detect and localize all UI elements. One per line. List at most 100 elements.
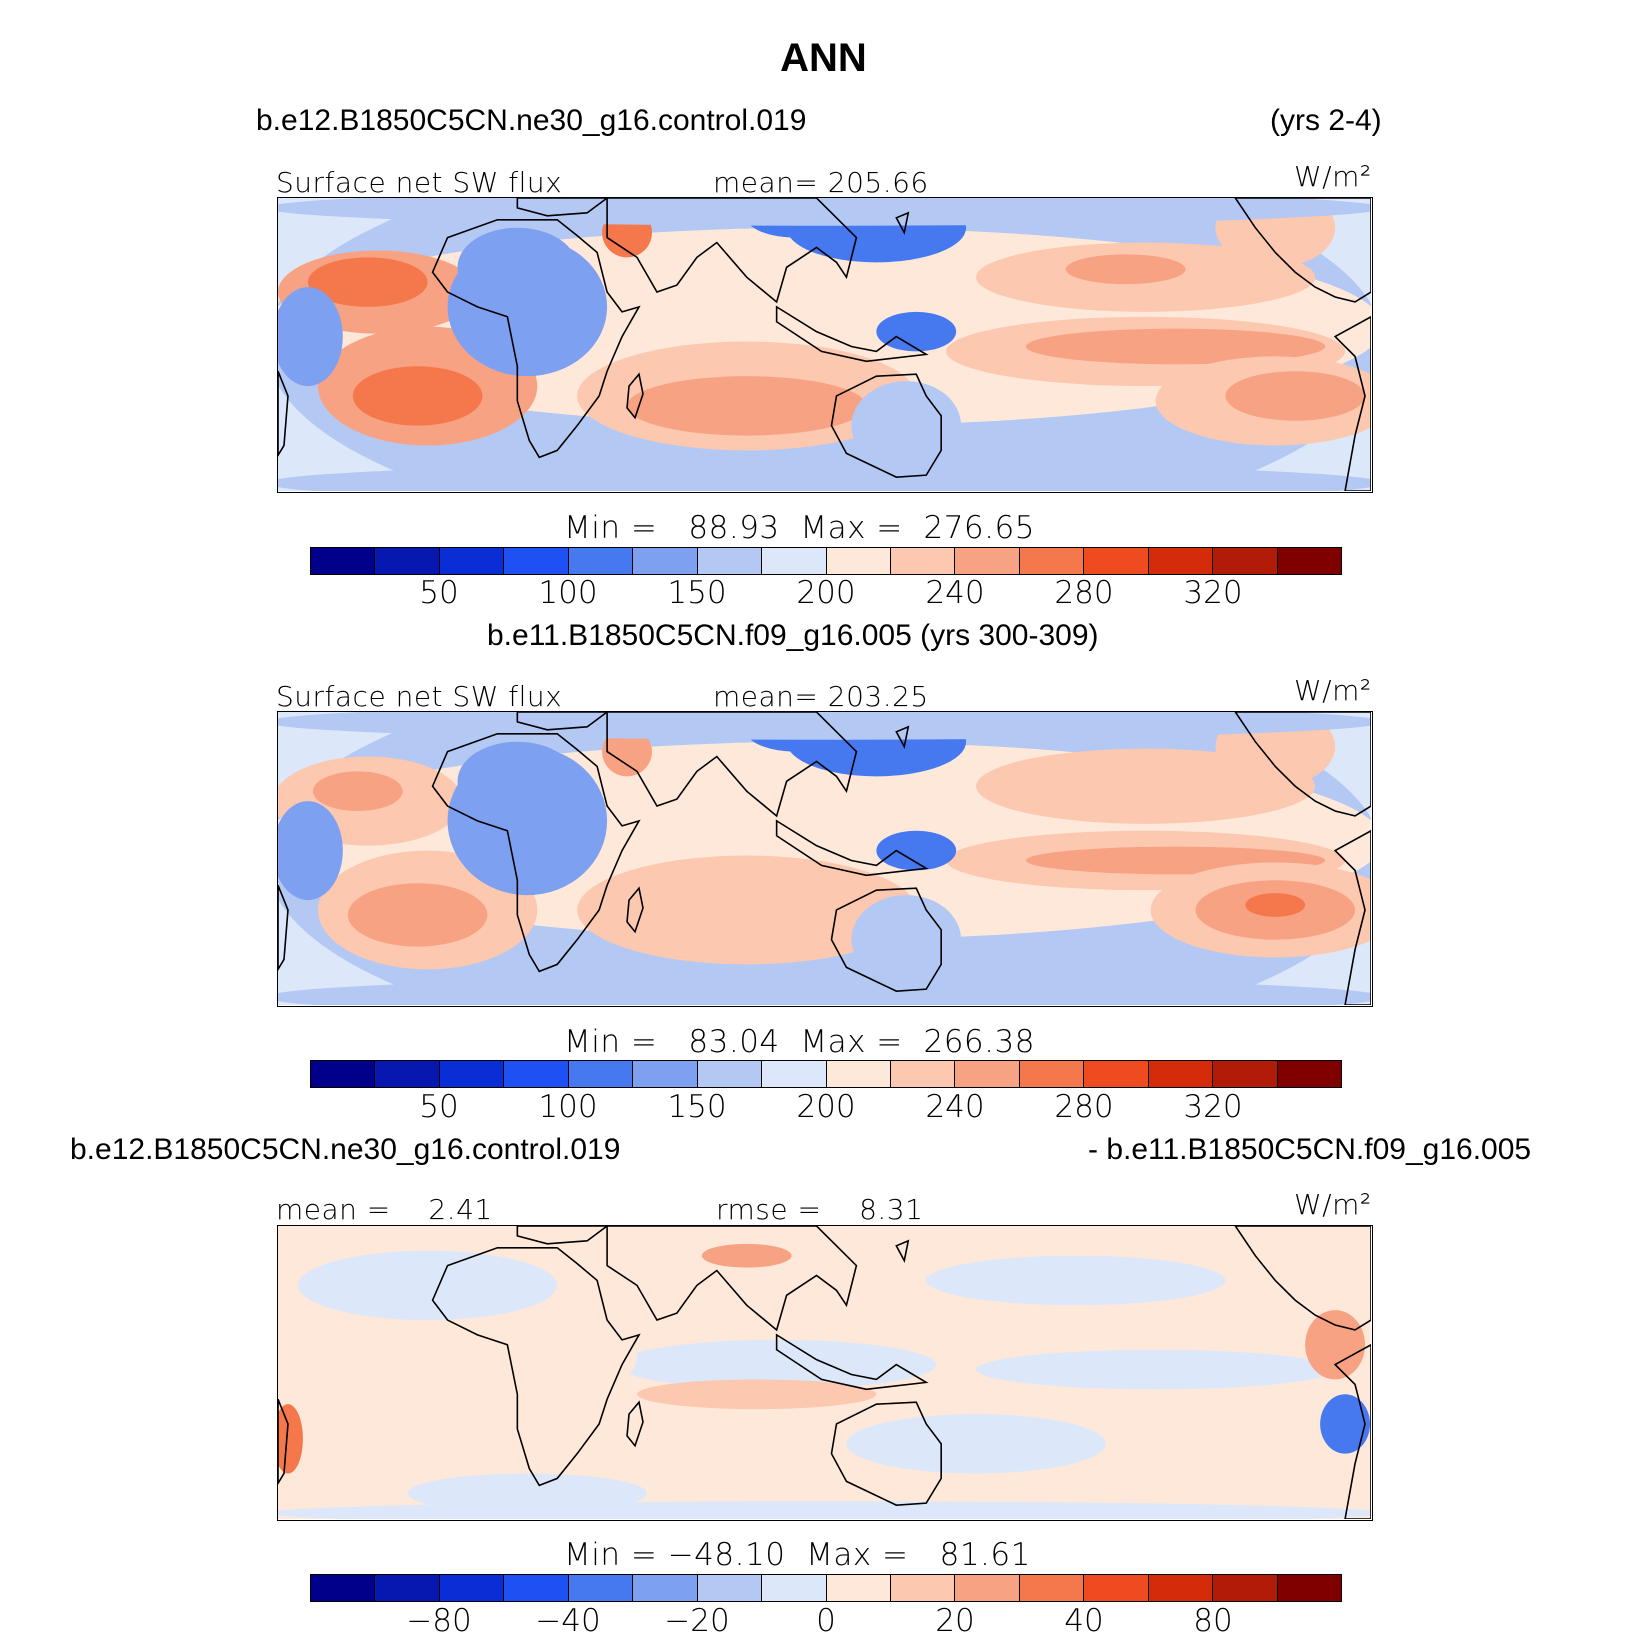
colorbar-box xyxy=(762,1575,827,1601)
colorbar-tick-label: 240 xyxy=(925,1089,985,1125)
colorbar-box xyxy=(697,1575,763,1601)
coastline xyxy=(1234,198,1371,303)
colorbar-tick-label: 40 xyxy=(1064,1603,1104,1639)
panel2-mean-label: mean= 203.25 xyxy=(713,680,929,713)
colorbar-box xyxy=(1277,548,1341,574)
panel3-rmse-label: rmse = 8.31 xyxy=(716,1193,924,1226)
panel2-minmax-label: Min = 83.04 Max = 266.38 xyxy=(564,1024,1035,1060)
panel1-map xyxy=(277,197,1373,493)
contour-region xyxy=(1320,1394,1371,1454)
contour-region xyxy=(352,366,483,426)
coastline xyxy=(775,305,929,363)
coastline xyxy=(775,819,929,877)
panel1-mean-label: mean= 205.66 xyxy=(713,166,929,199)
coastline xyxy=(606,1226,858,1332)
coastline xyxy=(626,886,644,934)
colorbar-box xyxy=(568,548,634,574)
coastline xyxy=(278,370,289,457)
map-canvas xyxy=(278,712,1371,1005)
contour-region xyxy=(587,252,767,322)
colorbar-box xyxy=(439,1575,505,1601)
colorbar-tick-label: 320 xyxy=(1183,1089,1243,1125)
contour-region xyxy=(517,1315,638,1395)
panel2-case-name: b.e11.B1850C5CN.f09_g16.005 (yrs 300-309… xyxy=(487,619,1099,652)
colorbar-box xyxy=(955,548,1020,574)
coastline xyxy=(775,1333,929,1391)
colorbar-box xyxy=(762,1061,827,1087)
contour-region xyxy=(347,883,488,947)
colorbar-box xyxy=(697,1061,763,1087)
colorbar-box xyxy=(1084,1061,1149,1087)
colorbar-tick-label: −40 xyxy=(535,1603,601,1639)
coastline xyxy=(830,373,942,478)
colorbar-box xyxy=(1277,1575,1341,1601)
contour-region xyxy=(278,1501,1371,1519)
coastline xyxy=(1234,1226,1371,1331)
colorbar-tick-label: 100 xyxy=(538,1089,598,1125)
colorbar-box xyxy=(762,548,827,574)
contour-region xyxy=(312,771,403,811)
contour-region xyxy=(701,1243,792,1268)
colorbar-box xyxy=(955,1061,1020,1087)
colorbar-box xyxy=(1148,1061,1214,1087)
contour-region xyxy=(876,311,957,352)
contour-region xyxy=(851,381,962,471)
panel3-mean-label: mean = 2.41 xyxy=(276,1193,493,1226)
coastline xyxy=(278,1398,289,1485)
contour-region xyxy=(627,376,867,436)
colorbar-box xyxy=(439,548,505,574)
colorbar-box xyxy=(504,548,569,574)
panel3-colorbar xyxy=(310,1574,1342,1602)
colorbar-box xyxy=(504,1061,569,1087)
colorbar-tick-label: 80 xyxy=(1193,1603,1233,1639)
map-canvas xyxy=(278,198,1371,491)
colorbar-tick-label: 100 xyxy=(538,575,598,611)
panel1-variable-label: Surface net SW flux xyxy=(276,166,563,199)
coastline xyxy=(1333,1343,1371,1519)
colorbar-box xyxy=(311,1061,376,1087)
colorbar-box xyxy=(1019,1061,1085,1087)
map-canvas xyxy=(278,1226,1371,1519)
colorbar-box xyxy=(1213,1575,1278,1601)
colorbar-tick-label: 200 xyxy=(796,575,856,611)
contour-region xyxy=(926,1255,1226,1306)
figure-title: ANN xyxy=(780,36,867,80)
coastline xyxy=(626,372,644,420)
contour-region xyxy=(876,830,957,871)
colorbar-box xyxy=(1019,548,1085,574)
panel2-colorbar xyxy=(310,1060,1342,1088)
colorbar-tick-label: 280 xyxy=(1054,1089,1114,1125)
panel1-case-name: b.e12.B1850C5CN.ne30_g16.control.019 xyxy=(256,104,807,137)
contour-region xyxy=(617,1339,937,1390)
coastline xyxy=(606,198,858,304)
contour-region xyxy=(1225,371,1366,421)
colorbar-tick-label: 50 xyxy=(419,1089,459,1125)
panel1-units-label: W/m² xyxy=(1294,160,1372,193)
coastline xyxy=(606,712,858,818)
colorbar-box xyxy=(311,1575,376,1601)
panel2-colorbar-labels: 50 100 150 200 240 280 320 xyxy=(310,1089,1342,1125)
contour-region xyxy=(851,895,962,985)
colorbar-box xyxy=(890,1575,956,1601)
contour-region xyxy=(587,771,767,841)
colorbar-box xyxy=(504,1575,569,1601)
coastline xyxy=(830,1401,942,1506)
colorbar-box xyxy=(1019,1575,1085,1601)
coastline xyxy=(278,884,289,971)
contour-region xyxy=(278,198,1371,226)
panel2-units-label: W/m² xyxy=(1294,674,1372,707)
colorbar-box xyxy=(826,1061,891,1087)
contour-region xyxy=(297,1250,558,1321)
colorbar-tick-label: 150 xyxy=(667,575,727,611)
coastline xyxy=(431,732,641,973)
colorbar-tick-label: 280 xyxy=(1054,575,1114,611)
coastline xyxy=(516,1226,609,1245)
contour-region xyxy=(278,801,343,901)
colorbar-tick-label: 200 xyxy=(796,1089,856,1125)
colorbar-box xyxy=(826,1575,891,1601)
colorbar-box xyxy=(955,1575,1020,1601)
panel3-minus-case-name: - b.e11.B1850C5CN.f09_g16.005 xyxy=(1088,1133,1532,1166)
contour-region xyxy=(278,463,1371,491)
coastline xyxy=(516,712,609,731)
colorbar-box xyxy=(1213,548,1278,574)
